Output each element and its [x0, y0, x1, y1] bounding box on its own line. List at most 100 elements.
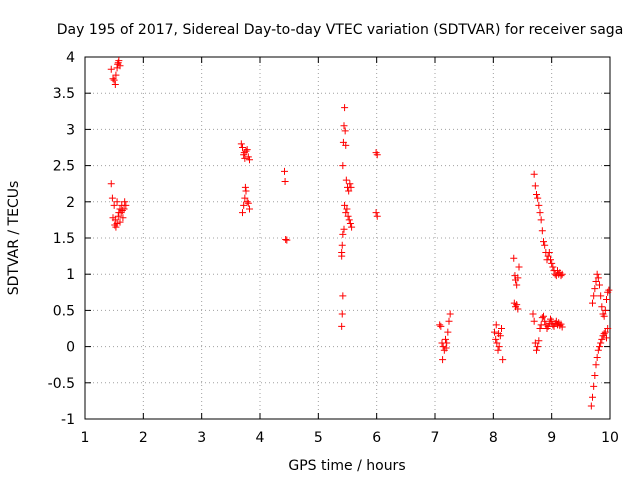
data-point	[601, 306, 609, 314]
x-tick-label: 2	[139, 430, 148, 446]
data-point	[530, 170, 538, 178]
data-point	[589, 299, 596, 307]
x-tick-label: 3	[197, 430, 206, 446]
data-point	[603, 334, 610, 342]
data-point	[603, 296, 610, 304]
data-point	[549, 263, 557, 271]
y-tick-label: 2.5	[53, 159, 75, 175]
chart-title: Day 195 of 2017, Sidereal Day-to-day VTE…	[57, 22, 624, 38]
data-point	[493, 339, 501, 347]
data-point	[514, 274, 522, 282]
data-point	[372, 209, 380, 217]
data-point	[491, 328, 498, 336]
y-tick-label: -0.5	[48, 376, 75, 392]
data-point	[531, 182, 539, 190]
data-point	[341, 127, 349, 135]
data-point	[112, 71, 120, 79]
data-point	[338, 310, 346, 318]
data-point	[242, 147, 250, 155]
data-point	[544, 252, 552, 260]
data-point	[242, 187, 250, 195]
data-point	[239, 144, 246, 151]
y-axis-label: SDTVAR / TECUs	[6, 181, 22, 296]
data-point	[600, 330, 608, 338]
data-point	[342, 176, 350, 184]
data-point	[244, 153, 252, 161]
data-point	[437, 322, 445, 330]
data-point	[107, 65, 115, 73]
data-point	[240, 201, 248, 209]
grid	[85, 57, 610, 419]
data-point	[529, 310, 537, 318]
x-tick-labels: 1 2 3 4 5 6 7 8 9 10	[81, 430, 619, 446]
y-tick-label: -1	[61, 412, 75, 428]
x-axis-label: GPS time / hours	[288, 458, 405, 474]
data-point	[342, 209, 350, 217]
data-point	[443, 339, 451, 347]
data-point	[344, 212, 352, 220]
y-tick-label: 1.5	[53, 231, 75, 247]
data-point	[536, 209, 544, 217]
data-point	[534, 194, 542, 202]
data-point	[510, 254, 518, 262]
data-point	[346, 220, 354, 228]
data-point	[345, 187, 353, 195]
data-point	[342, 141, 350, 149]
data-point	[445, 317, 453, 325]
data-point	[113, 198, 121, 206]
data-point	[550, 322, 558, 330]
data-point	[341, 201, 349, 209]
data-point	[122, 201, 130, 209]
data-point	[338, 322, 346, 330]
data-point	[587, 402, 595, 410]
data-point	[108, 194, 116, 202]
data-point	[548, 259, 556, 267]
data-point	[600, 312, 608, 320]
data-point	[534, 343, 542, 351]
y-tick-label: 0	[66, 340, 75, 356]
data-point	[492, 335, 500, 343]
y-tick-label: 1	[66, 267, 75, 283]
data-point	[558, 323, 566, 331]
data-point	[499, 356, 507, 364]
data-point	[442, 344, 450, 352]
data-point	[373, 151, 381, 159]
data-point	[111, 221, 119, 229]
data-point	[513, 281, 521, 289]
data-point	[339, 162, 347, 170]
data-point	[533, 191, 540, 199]
data-point	[119, 214, 127, 222]
data-point	[281, 178, 289, 186]
data-point	[605, 286, 613, 294]
data-point	[514, 305, 522, 313]
data-point	[109, 214, 117, 222]
data-points	[107, 57, 613, 410]
x-tick-label: 5	[314, 430, 323, 446]
data-point	[110, 76, 118, 84]
data-point	[114, 59, 122, 67]
data-point	[114, 212, 122, 220]
data-point	[597, 292, 605, 300]
data-point	[116, 218, 124, 226]
data-point	[596, 343, 603, 351]
y-tick-label: 2	[66, 195, 75, 211]
data-point	[444, 328, 452, 336]
y-tick-label: 0.5	[53, 303, 75, 319]
data-point	[109, 75, 117, 83]
data-point	[241, 194, 249, 202]
data-point	[593, 353, 601, 361]
data-point	[282, 235, 290, 243]
data-point	[121, 198, 129, 206]
data-point	[243, 146, 251, 154]
data-point	[107, 180, 115, 188]
data-point	[536, 325, 544, 332]
data-point	[604, 325, 612, 332]
data-point	[439, 343, 447, 351]
data-point	[594, 274, 602, 282]
data-point	[592, 277, 600, 285]
data-point	[537, 216, 545, 224]
data-point	[597, 339, 605, 347]
data-point	[246, 156, 253, 164]
data-point	[111, 81, 119, 89]
